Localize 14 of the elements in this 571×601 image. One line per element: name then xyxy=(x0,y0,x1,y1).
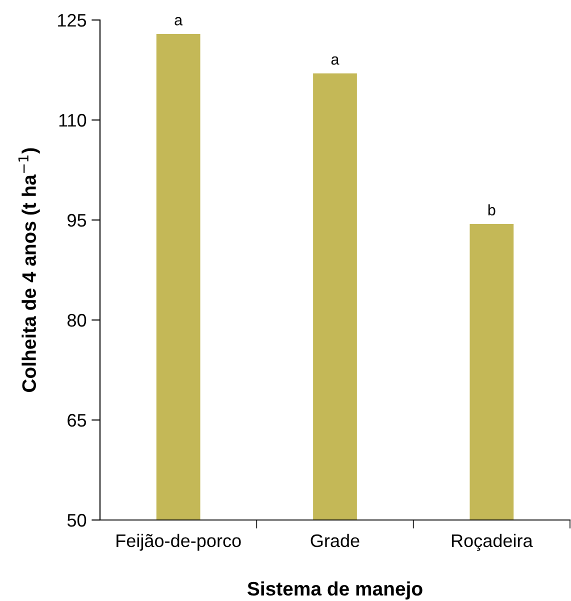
annotation: b xyxy=(488,204,496,216)
annotation: a xyxy=(331,56,340,65)
y-axis-title: Colheita de 4 anos (t ha$^{−1}$) xyxy=(18,148,40,392)
annotation: a xyxy=(174,17,183,26)
x-tick-label: Grade xyxy=(310,534,360,548)
y-tick-label: 65 xyxy=(68,414,86,427)
x-axis-title: Sistema de manejo xyxy=(247,581,422,600)
y-tick-label: 80 xyxy=(68,314,86,327)
x-tick-label: Feijão-de-porco xyxy=(116,534,241,551)
y-tick-label: 110 xyxy=(59,114,86,127)
x-tick-label: Roçadeira xyxy=(452,534,533,551)
y-tick-label: 50 xyxy=(67,514,86,527)
y-tick-label: 95 xyxy=(68,214,86,227)
y-tick-label: 125 xyxy=(58,14,86,27)
